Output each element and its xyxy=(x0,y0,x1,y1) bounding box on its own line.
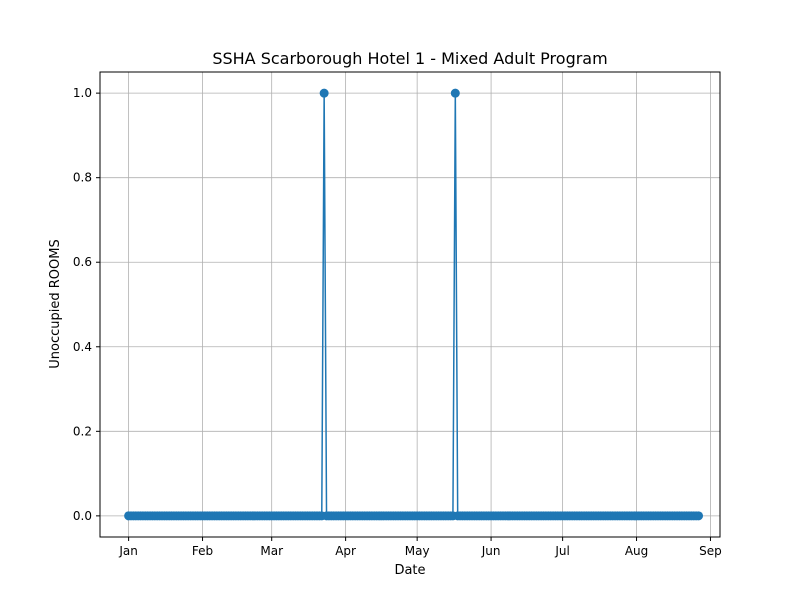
x-tick-label: Jan xyxy=(118,544,138,558)
series-line xyxy=(128,93,699,517)
plot-frame xyxy=(99,71,721,538)
plot-area xyxy=(124,88,704,521)
y-tick-label: 0.6 xyxy=(73,255,92,269)
x-axis-label: Date xyxy=(394,563,425,578)
data-points xyxy=(124,88,704,521)
y-axis-ticks: 0.0 0.2 0.4 0.6 0.8 1.0 xyxy=(73,86,100,523)
x-tick-label: Feb xyxy=(192,544,213,558)
y-tick-label: 0.0 xyxy=(73,509,92,523)
y-tick-label: 1.0 xyxy=(73,86,92,100)
data-point xyxy=(319,88,329,98)
y-tick-label: 0.2 xyxy=(73,424,92,438)
y-tick-label: 0.4 xyxy=(73,340,92,354)
data-point xyxy=(450,88,460,98)
x-tick-label: Apr xyxy=(335,544,356,558)
x-tick-label: Aug xyxy=(625,544,648,558)
chart-title: SSHA Scarborough Hotel 1 - Mixed Adult P… xyxy=(212,49,607,68)
x-axis-ticks: Jan Feb Mar Apr May Jun Jul Aug Sep xyxy=(118,537,722,558)
x-tick-label: Sep xyxy=(699,544,722,558)
x-tick-label: Jun xyxy=(481,544,501,558)
y-tick-label: 0.8 xyxy=(73,171,92,185)
x-tick-label: May xyxy=(405,544,430,558)
x-tick-label: Mar xyxy=(260,544,283,558)
y-axis-label: Unoccupied ROOMS xyxy=(48,239,63,368)
data-point xyxy=(694,511,704,521)
grid xyxy=(100,72,720,537)
x-tick-label: Jul xyxy=(554,544,569,558)
